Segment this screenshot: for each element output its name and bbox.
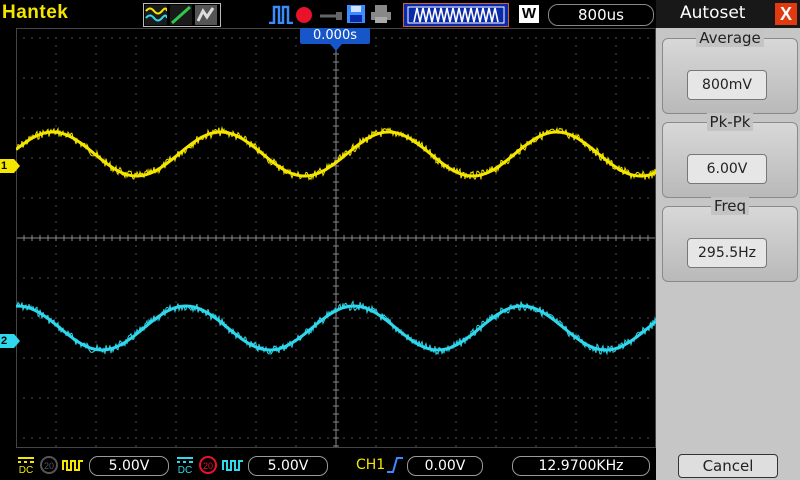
memory-waveform-indicator[interactable] [403, 3, 509, 27]
top-status-bar: Hantek [0, 0, 656, 28]
usb-icon [320, 12, 342, 20]
average-label: Average [696, 29, 764, 47]
ch2-ground-marker[interactable]: 2 [0, 334, 20, 348]
trigger-level[interactable]: 0.00V [407, 456, 483, 476]
bottom-status-bar [0, 448, 656, 480]
trigger-position-readout[interactable]: 0.000s [300, 28, 370, 44]
average-mode-icon [195, 5, 217, 25]
ch2-probe-icon [222, 460, 243, 471]
peak-detect-icon [170, 5, 192, 25]
brand-logo: Hantek [2, 2, 69, 23]
record-icon[interactable] [294, 4, 314, 24]
frequency-counter: 12.9700KHz [512, 456, 650, 476]
ch2-volts-div[interactable]: 5.00V [248, 456, 328, 476]
freq-label: Freq [710, 197, 750, 215]
waveform-display [16, 28, 656, 448]
ch2-bw-limit-icon[interactable]: 20 [198, 455, 218, 475]
ch1-coupling-text: DC [19, 465, 33, 475]
save-disk-icon[interactable] [346, 4, 366, 24]
ch1-bw-text: 20 [44, 461, 54, 471]
autoset-panel: Autoset X Average 800mV Pk-Pk 6.00V Freq… [656, 0, 800, 480]
trigger-source[interactable]: CH1 [356, 457, 386, 473]
window-mode-badge[interactable]: W [519, 5, 539, 23]
ch1-trace-noise [16, 125, 656, 181]
ch2-coupling-text: DC [178, 465, 192, 475]
average-value: 800mV [687, 70, 767, 100]
cancel-button[interactable]: Cancel [678, 454, 778, 478]
waveform-memory-icon [407, 6, 505, 24]
acquire-mode-indicator[interactable] [143, 3, 221, 27]
ch2-bw-text: 20 [203, 461, 213, 471]
pk-pk-box[interactable]: Pk-Pk 6.00V [662, 113, 798, 198]
ch1-probe-icon [62, 460, 83, 471]
printer-icon[interactable] [370, 4, 392, 24]
pk-pk-label: Pk-Pk [706, 113, 754, 131]
panel-title: Autoset [680, 3, 746, 23]
average-box[interactable]: Average 800mV [662, 29, 798, 114]
close-panel-button[interactable]: X [775, 3, 797, 25]
ch1-ground-marker[interactable]: 1 [0, 159, 20, 173]
sample-mode-icon [145, 5, 167, 25]
timebase-readout[interactable]: 800us [548, 4, 654, 26]
ch2-dc-coupling-icon[interactable]: DC [175, 455, 195, 475]
ch1-volts-div[interactable]: 5.00V [89, 456, 169, 476]
ch2-trace-noise [16, 300, 656, 356]
freq-box[interactable]: Freq 295.5Hz [662, 197, 798, 282]
graticule [16, 28, 656, 448]
ch1-dc-coupling-icon[interactable]: DC [16, 455, 36, 475]
run-stop-pulse-icon[interactable] [268, 4, 294, 24]
ch1-bw-limit-icon[interactable]: 20 [39, 455, 59, 475]
rising-edge-icon[interactable] [386, 455, 404, 475]
freq-value: 295.5Hz [687, 238, 767, 268]
pk-pk-value: 6.00V [687, 154, 767, 184]
trigger-position-arrow-icon [330, 44, 342, 51]
panel-header: Autoset X [656, 0, 800, 28]
